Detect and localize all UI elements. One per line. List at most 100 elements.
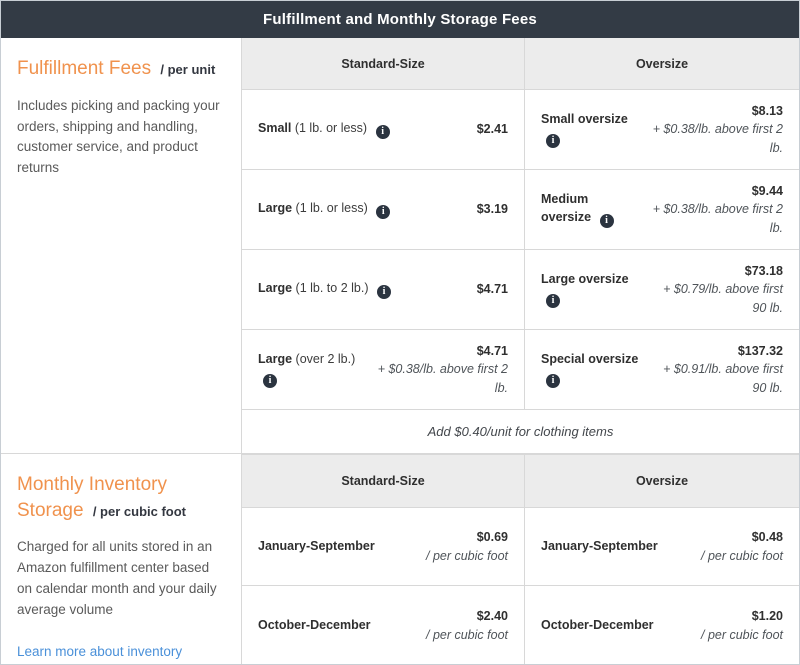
storage-value: $0.48 / per cubic foot [701, 528, 783, 564]
fee-name: Large oversize [541, 272, 629, 287]
fee-price: $8.13 [751, 104, 783, 119]
fulfillment-intro-cell: Fulfillment Fees / per unit Includes pic… [1, 38, 241, 453]
info-icon[interactable]: i [376, 205, 391, 219]
storage-unit-note: / per cubic foot [701, 627, 783, 642]
fee-name: Small [258, 121, 292, 135]
fulfillment-header-standard-size: Standard-Size [241, 38, 524, 89]
fulfillment-header-oversize: Oversize [524, 38, 799, 89]
storage-price: $0.69 [476, 530, 508, 545]
fulfillment-heading: Fulfillment Fees / per unit [17, 56, 225, 82]
fee-price: $4.71 [476, 282, 508, 297]
fee-value: $4.71 + $0.38/lb. above first 2 lb. [368, 342, 508, 396]
storage-learn-more-link[interactable]: Learn more about inventory storage fees … [17, 643, 183, 659]
fee-value: $4.71 [477, 280, 508, 298]
storage-period: October-December [541, 617, 654, 632]
fee-value: $3.19 [477, 200, 508, 218]
storage-description: Charged for all units stored in an Amazo… [17, 539, 217, 618]
fulfillment-description: Includes picking and packing your orders… [17, 97, 220, 176]
fee-price: $3.19 [476, 202, 508, 217]
fee-note: + $0.38/lb. above first 2 lb. [377, 362, 508, 395]
fee-cell-large1-standard: Large (1 lb. or less) i $3.19 [241, 169, 524, 249]
storage-header-oversize: Oversize [524, 454, 799, 507]
storage-period-label: January-September [258, 538, 383, 556]
storage-period: January-September [541, 538, 658, 553]
storage-heading: Monthly Inventory Storage / per cubic fo… [17, 472, 225, 523]
storage-unit-note: / per cubic foot [426, 627, 508, 642]
info-icon[interactable]: i [546, 373, 560, 388]
info-icon[interactable]: i [546, 133, 560, 148]
fee-cell-large3-standard: Large (over 2 lb.) i $4.71 + $0.38/lb. a… [241, 329, 524, 409]
fee-value: $2.41 [477, 120, 508, 138]
storage-unit-note: / per cubic foot [426, 548, 508, 563]
fee-price: $4.71 [476, 344, 508, 359]
fee-name: Large [258, 352, 293, 367]
storage-period-label: October-December [541, 617, 662, 635]
fee-price: $73.18 [744, 264, 783, 279]
fee-label: Small oversize i [541, 111, 647, 148]
fee-cell-special-oversize: Special oversize i $137.32 + $0.91/lb. a… [524, 329, 799, 409]
info-icon[interactable]: i [376, 285, 391, 299]
info-icon[interactable]: i [263, 373, 277, 388]
fee-cell-small-oversize: Small oversize i $8.13 + $0.38/lb. above… [524, 89, 799, 169]
storage-value: $0.69 / per cubic foot [426, 528, 508, 564]
info-icon[interactable]: i [546, 293, 560, 308]
storage-value: $2.40 / per cubic foot [426, 607, 508, 643]
fee-value: $8.13 + $0.38/lb. above first 2 lb. [647, 102, 783, 156]
fee-label: Large (1 lb. or less) i [258, 200, 398, 219]
fee-price: $2.41 [476, 122, 508, 137]
storage-cell-octdec-oversize: October-December $1.20 / per cubic foot [524, 585, 799, 664]
clothing-surcharge-note: Add $0.40/unit for clothing items [241, 409, 799, 453]
fee-qualifier: (over 2 lb.) [295, 352, 356, 367]
storage-heading-unit: / per cubic foot [92, 503, 186, 519]
storage-heading-text: Monthly Inventory Storage [17, 474, 167, 521]
fee-name: Large [258, 201, 293, 215]
fee-label: Large oversize i [541, 271, 647, 308]
storage-period: January-September [258, 538, 375, 553]
storage-unit-note: / per cubic foot [701, 548, 783, 563]
fee-value: $9.44 + $0.38/lb. above first 2 lb. [647, 182, 783, 236]
fee-note: + $0.79/lb. above first 90 lb. [663, 282, 783, 315]
fee-name: Large [258, 281, 293, 295]
storage-intro-cell: Monthly Inventory Storage / per cubic fo… [1, 454, 241, 664]
storage-cell-octdec-standard: October-December $2.40 / per cubic foot [241, 585, 524, 664]
fee-price: $137.32 [737, 344, 783, 359]
storage-header-standard-size: Standard-Size [241, 454, 524, 507]
fee-price: $9.44 [751, 184, 783, 199]
fee-name: Special oversize [541, 352, 639, 367]
storage-period: October-December [258, 617, 371, 632]
fee-cell-small-standard: Small (1 lb. or less) i $2.41 [241, 89, 524, 169]
fee-cell-large-oversize: Large oversize i $73.18 + $0.79/lb. abov… [524, 249, 799, 329]
fee-label: Large (over 2 lb.) i [258, 351, 368, 388]
storage-period-label: January-September [541, 538, 666, 556]
fee-value: $73.18 + $0.79/lb. above first 90 lb. [647, 262, 783, 316]
fee-label: Medium oversize i [541, 191, 647, 228]
page-title: Fulfillment and Monthly Storage Fees [1, 1, 799, 38]
fee-qualifier: (1 lb. to 2 lb.) [295, 281, 369, 295]
fee-note: + $0.38/lb. above first 2 lb. [652, 202, 783, 235]
fee-value: $137.32 + $0.91/lb. above first 90 lb. [647, 342, 783, 396]
fee-label: Special oversize i [541, 351, 647, 388]
info-icon[interactable]: i [375, 125, 390, 139]
storage-cell-jansep-standard: January-September $0.69 / per cubic foot [241, 507, 524, 585]
fee-cell-large2-standard: Large (1 lb. to 2 lb.) i $4.71 [241, 249, 524, 329]
fee-note: + $0.38/lb. above first 2 lb. [652, 122, 783, 155]
storage-cell-jansep-oversize: January-September $0.48 / per cubic foot [524, 507, 799, 585]
storage-period-label: October-December [258, 617, 379, 635]
storage-price: $0.48 [751, 530, 783, 545]
fee-name: Small oversize [541, 112, 628, 127]
fulfillment-heading-unit: / per unit [160, 62, 216, 77]
fee-qualifier: (1 lb. or less) [295, 201, 368, 215]
fee-cell-medium-oversize: Medium oversize i $9.44 + $0.38/lb. abov… [524, 169, 799, 249]
storage-value: $1.20 / per cubic foot [701, 607, 783, 643]
fulfillment-section: Fulfillment Fees / per unit Includes pic… [1, 38, 799, 453]
storage-section: Monthly Inventory Storage / per cubic fo… [1, 453, 799, 664]
fee-name: Medium oversize [541, 192, 592, 224]
fee-qualifier: (1 lb. or less) [294, 121, 368, 135]
fee-label: Small (1 lb. or less) i [258, 120, 398, 139]
storage-price: $2.40 [476, 609, 508, 624]
fee-label: Large (1 lb. to 2 lb.) i [258, 280, 399, 299]
fulfillment-heading-text: Fulfillment Fees [17, 58, 152, 79]
fee-note: + $0.91/lb. above first 90 lb. [663, 362, 783, 395]
info-icon[interactable]: i [599, 213, 614, 228]
